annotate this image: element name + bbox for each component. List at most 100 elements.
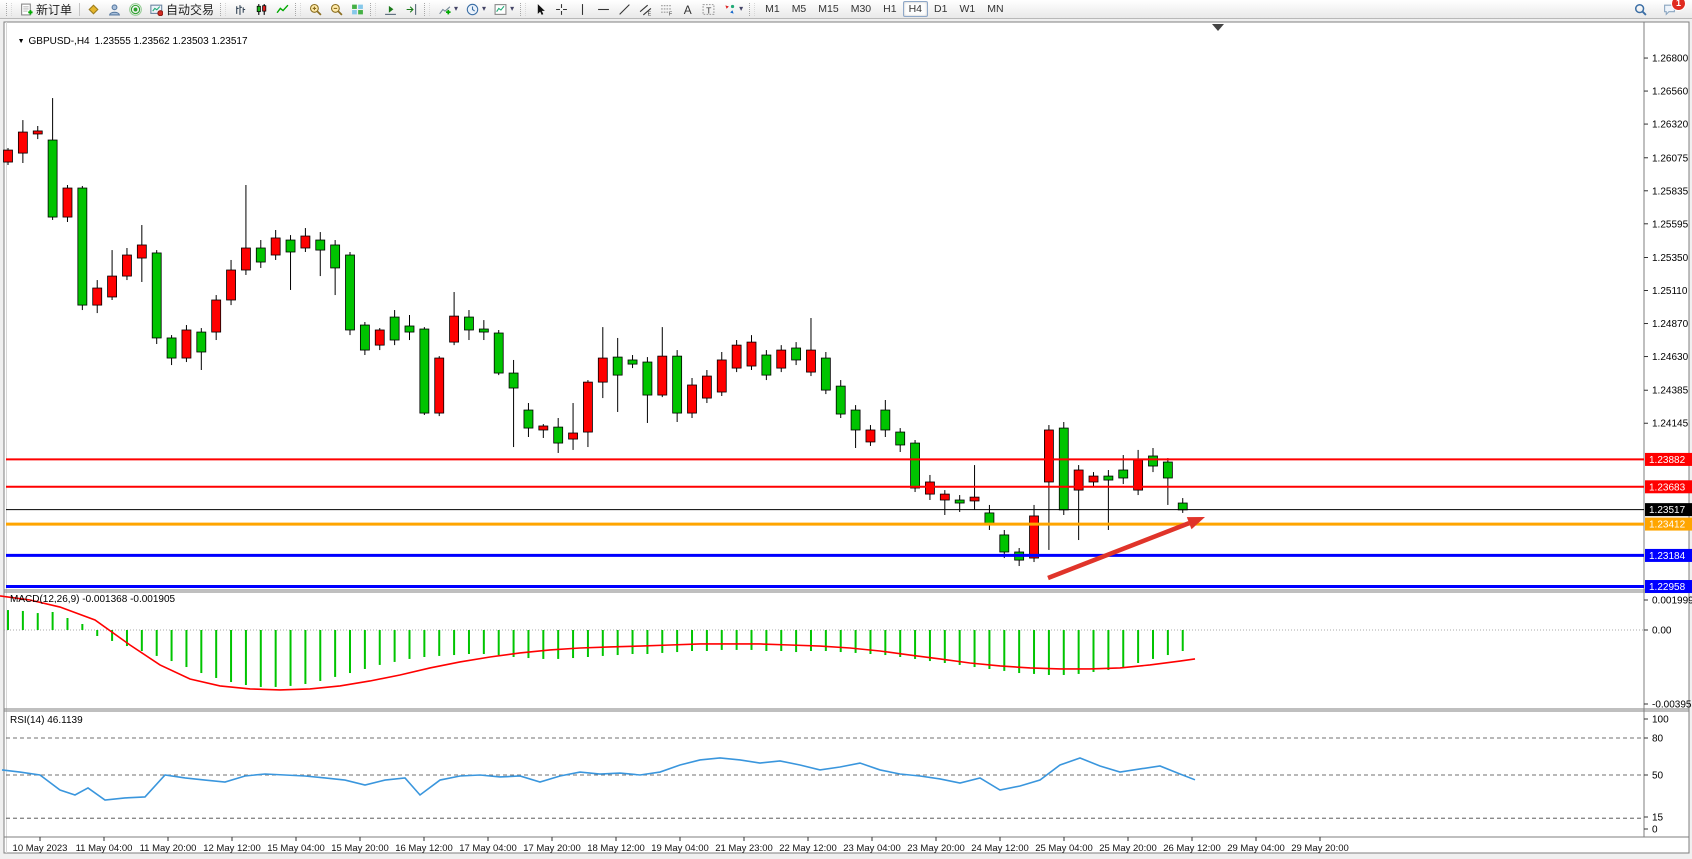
svg-text:F: F (669, 11, 673, 16)
search-button[interactable] (1630, 0, 1651, 19)
timeframe-h4-button[interactable]: H4 (902, 1, 929, 17)
macd-panel[interactable]: 0.001999 0.00 -0.003958 (0, 595, 1692, 711)
price-level-label: 1.22958 (1645, 580, 1692, 594)
trendline-button[interactable] (614, 0, 635, 19)
zoom-in-button[interactable] (305, 0, 326, 19)
svg-text:1.25835: 1.25835 (1652, 186, 1689, 197)
svg-text:17 May 04:00: 17 May 04:00 (459, 843, 517, 854)
toolbar-grip[interactable] (749, 2, 756, 16)
time-axis[interactable]: 10 May 2023 11 May 04:00 11 May 20:00 12 Ma… (13, 837, 1349, 854)
bar-chart-button-icon (236, 4, 246, 15)
svg-text:1.24870: 1.24870 (1652, 319, 1689, 330)
arrows-button-icon (725, 4, 735, 14)
trend-arrow[interactable] (1047, 517, 1205, 581)
toolbar-grip[interactable] (6, 2, 12, 16)
timeframe-m30-button[interactable]: M30 (850, 3, 872, 15)
chart-shift-marker-icon[interactable] (1212, 24, 1224, 31)
candle-body (701, 375, 712, 399)
auto-scroll-button-icon (385, 5, 396, 15)
svg-text:0.001999: 0.001999 (1652, 596, 1692, 607)
horizontal-line-button[interactable] (593, 0, 614, 19)
price-level-label: 1.23412 (1645, 517, 1692, 531)
vertical-line-button[interactable] (572, 0, 593, 19)
toolbar-grip[interactable] (424, 2, 431, 16)
chart-shift-button[interactable] (401, 0, 422, 19)
candle-body (612, 356, 623, 376)
dropdown-caret-icon[interactable]: ▾ (739, 4, 744, 13)
svg-text:0.00: 0.00 (1652, 626, 1672, 637)
dropdown-caret-icon[interactable]: ▾ (454, 4, 459, 13)
svg-text:1.23882: 1.23882 (1649, 455, 1686, 466)
strategy-tester-button[interactable] (125, 0, 146, 19)
terminal-button[interactable] (104, 0, 125, 19)
timeframe-w1-button[interactable]: W1 (959, 3, 976, 15)
svg-text:18 May 12:00: 18 May 12:00 (587, 843, 645, 854)
svg-text:1.25350: 1.25350 (1652, 253, 1689, 264)
candle-body (1133, 459, 1144, 491)
notification-badge: 1 (1671, 0, 1686, 11)
main-toolbar: 新订单 自动交易 ▾ ▾ ▾ E F A T ▾ M1 M5 M15 M30 H1 H4 D1 W1 MN 1 (0, 0, 1692, 19)
candle-body (850, 409, 861, 431)
notifications-button[interactable]: 1 (1659, 0, 1686, 19)
timeframe-m5-button[interactable]: M5 (791, 3, 807, 15)
svg-text:1.26560: 1.26560 (1652, 87, 1689, 98)
autotrading-button-icon (150, 4, 164, 16)
candle-body (820, 357, 831, 391)
candle-body (1148, 455, 1158, 467)
new-order-button[interactable]: 新订单 (16, 0, 76, 19)
zoom-out-button[interactable] (326, 0, 347, 19)
toolbar-grip[interactable] (370, 2, 377, 16)
line-chart-button[interactable] (272, 0, 293, 19)
terminal-button-icon (109, 3, 121, 15)
text-button-icon: A (684, 3, 692, 16)
dropdown-caret-icon[interactable]: ▾ (510, 4, 515, 13)
timeframe-mn-button[interactable]: MN (987, 3, 1004, 15)
candle-body (1177, 502, 1188, 511)
indicators-button[interactable]: ▾ (434, 0, 462, 19)
svg-text:19 May 04:00: 19 May 04:00 (651, 843, 709, 854)
toolbar-grip[interactable] (520, 2, 527, 16)
cursor-button[interactable] (530, 0, 551, 19)
autotrading-button[interactable]: 自动交易 (146, 0, 218, 19)
candle-body (166, 337, 177, 359)
candle-body (627, 359, 638, 365)
svg-text:10 May 2023: 10 May 2023 (13, 843, 68, 854)
arrows-button[interactable]: ▾ (719, 0, 747, 19)
auto-scroll-button[interactable] (380, 0, 401, 19)
candle-body (107, 275, 117, 298)
dropdown-caret-icon[interactable]: ▾ (482, 4, 487, 13)
candle-body (1073, 469, 1084, 491)
crosshair-button[interactable] (551, 0, 572, 19)
candle-body (583, 381, 593, 433)
candle-body (791, 347, 802, 361)
svg-text:11 May 04:00: 11 May 04:00 (76, 843, 133, 854)
price-axis[interactable]: 1.26800 1.26560 1.26320 1.26075 1.25835 1.255… (1644, 54, 1689, 430)
fibonacci-button[interactable]: F (656, 0, 677, 19)
toolbar-grip[interactable] (220, 2, 227, 16)
candle-body (746, 341, 757, 367)
metaeditor-button-icon (88, 3, 99, 15)
candle-body (32, 130, 43, 135)
bar-chart-button[interactable] (230, 0, 251, 19)
templates-button[interactable]: ▾ (490, 0, 518, 19)
svg-text:12 May 12:00: 12 May 12:00 (203, 843, 261, 854)
equidistant-channel-button[interactable]: E (635, 0, 656, 19)
svg-text:1.25110: 1.25110 (1652, 286, 1688, 297)
chart-window[interactable] (3, 21, 1690, 854)
tile-windows-button[interactable] (347, 0, 368, 19)
timeframe-d1-button[interactable]: D1 (934, 3, 948, 15)
candlestick-chart-button[interactable] (251, 0, 272, 19)
metaeditor-button[interactable] (83, 0, 104, 19)
timeframe-h1-button[interactable]: H1 (883, 3, 897, 15)
candle-body (359, 324, 370, 351)
timeframe-m15-button[interactable]: M15 (818, 3, 839, 15)
text-button[interactable]: A (677, 0, 698, 19)
rsi-panel[interactable]: 100 80 50 150 (1, 715, 1669, 836)
timeframe-m1-button[interactable]: M1 (765, 3, 780, 15)
candle-body (523, 409, 534, 429)
toolbar-grip[interactable] (295, 2, 302, 16)
candle-body (151, 252, 162, 339)
text-label-button[interactable]: T (698, 0, 719, 19)
periods-button[interactable]: ▾ (462, 0, 490, 19)
